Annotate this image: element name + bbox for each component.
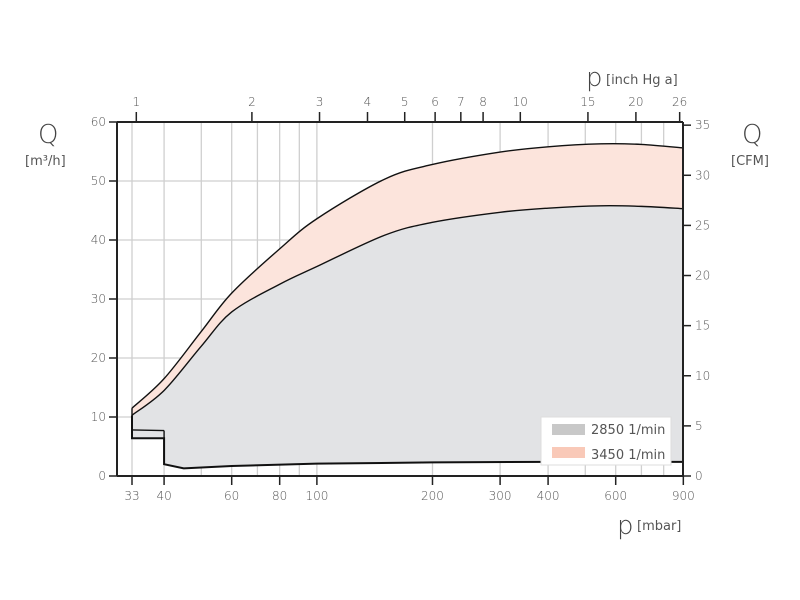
y-axis-unit: [m³/h] <box>25 154 66 169</box>
x2-tick-label: 2 <box>248 95 256 109</box>
x2-tick-label: 6 <box>431 95 439 109</box>
x-tick-label: 33 <box>124 489 139 503</box>
x-tick-label: 400 <box>537 489 560 503</box>
x-tick-label: 40 <box>156 489 171 503</box>
inner-line <box>131 429 165 432</box>
axis-labels: Q [m³/h] Q [CFM] p [inch Hg a] p [mbar] <box>25 63 769 541</box>
y2-tick-label: 35 <box>695 118 710 132</box>
area-3450 <box>132 143 684 416</box>
legend-label-2850: 2850 1/min <box>591 423 665 438</box>
x2-tick-label: 10 <box>513 95 528 109</box>
y2-axis-unit: [CFM] <box>731 154 769 169</box>
y2-tick-label: 20 <box>695 269 710 283</box>
legend-label-3450: 3450 1/min <box>591 448 665 463</box>
x-tick-label: 600 <box>604 489 627 503</box>
y2-tick-label: 25 <box>695 218 710 232</box>
x2-tick-label: 26 <box>672 95 687 109</box>
x-axis-unit: [mbar] <box>637 519 681 534</box>
y-tick-label: 0 <box>98 469 106 483</box>
x-tick-label: 300 <box>489 489 512 503</box>
legend: 2850 1/min 3450 1/min <box>540 416 672 466</box>
x2-tick-label: 8 <box>479 95 487 109</box>
y-tick-label: 10 <box>91 410 106 424</box>
x2-tick-label: 20 <box>628 95 643 109</box>
lower-boundary-line <box>131 415 684 470</box>
curve-3450 <box>131 142 684 409</box>
x-tick-label: 80 <box>272 489 287 503</box>
x2-tick-label: 3 <box>316 95 324 109</box>
y2-tick-label: 10 <box>695 369 710 383</box>
x2-tick-label: 7 <box>457 95 465 109</box>
y2-tick-label: 15 <box>695 319 710 333</box>
area-2850 <box>132 205 684 469</box>
x2-tick-label: 15 <box>580 95 595 109</box>
legend-swatch-2850 <box>552 424 585 435</box>
x-tick-label: 900 <box>672 489 695 503</box>
y-tick-label: 30 <box>91 292 106 306</box>
legend-swatch-3450 <box>552 447 585 458</box>
x-tick-label: 60 <box>224 489 239 503</box>
curve-2850 <box>131 204 684 416</box>
y-tick-label: 50 <box>91 174 106 188</box>
y2-axis-symbol: Q <box>742 120 762 150</box>
x2-tick-label: 4 <box>364 95 372 109</box>
y2-tick-label: 0 <box>695 469 703 483</box>
x-tick-label: 200 <box>421 489 444 503</box>
x2-axis-symbol: p <box>586 63 603 93</box>
y-tick-label: 20 <box>91 351 106 365</box>
y-tick-label: 60 <box>91 115 106 129</box>
y2-tick-label: 5 <box>695 419 703 433</box>
y-axis-symbol: Q <box>38 120 58 150</box>
x-axis-symbol: p <box>617 511 634 541</box>
x2-tick-label: 1 <box>132 95 140 109</box>
areas <box>131 142 684 470</box>
x2-tick-label: 5 <box>401 95 409 109</box>
x2-axis-unit: [inch Hg a] <box>606 73 678 88</box>
y-tick-label: 40 <box>91 233 106 247</box>
y2-tick-label: 30 <box>695 168 710 182</box>
x-tick-label: 100 <box>305 489 328 503</box>
